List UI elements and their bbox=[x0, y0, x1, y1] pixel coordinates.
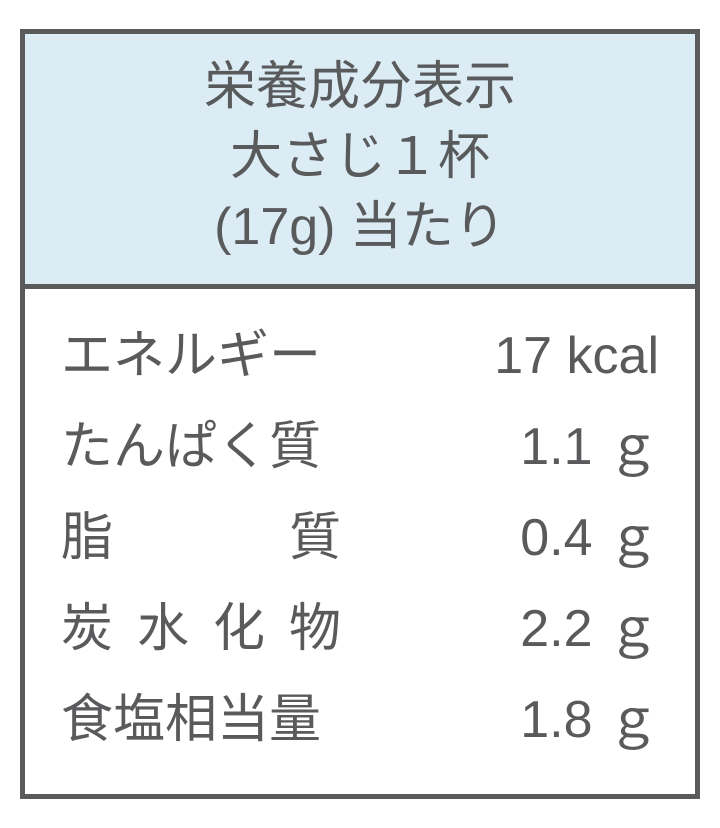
nutrition-row-label: 食塩相当量 bbox=[61, 675, 321, 766]
header-line-1: 栄養成分表示 bbox=[35, 52, 685, 122]
nutrition-row: エネルギー 17 kcal bbox=[61, 311, 659, 402]
nutrition-row: たんぱく質 1.1 ｇ bbox=[61, 402, 659, 493]
header-line-2: 大さじ１杯 bbox=[35, 122, 685, 192]
nutrition-row-label: たんぱく質 bbox=[61, 402, 321, 493]
nutrition-row-label: エネルギー bbox=[61, 311, 321, 402]
nutrition-facts-label: 栄養成分表示 大さじ１杯 (17g) 当たり エネルギー17 kcalたんぱく質… bbox=[20, 29, 700, 800]
nutrition-row-value: 1.8 ｇ bbox=[520, 675, 659, 766]
nutrition-row: 炭水化物 2.2 ｇ bbox=[61, 584, 659, 675]
nutrition-row-label: 炭水化物 bbox=[61, 584, 341, 675]
nutrition-header: 栄養成分表示 大さじ１杯 (17g) 当たり bbox=[25, 34, 695, 290]
nutrition-row-value: 2.2 ｇ bbox=[520, 584, 659, 675]
nutrition-row: 食塩相当量 1.8 ｇ bbox=[61, 675, 659, 766]
nutrition-row-value: 17 kcal bbox=[494, 311, 659, 402]
nutrition-body: エネルギー17 kcalたんぱく質1.1 ｇ脂質0.4 ｇ炭水化物2.2 ｇ食塩… bbox=[25, 289, 695, 794]
nutrition-row-value: 1.1 ｇ bbox=[520, 402, 659, 493]
nutrition-row: 脂質 0.4 ｇ bbox=[61, 493, 659, 584]
header-line-3: (17g) 当たり bbox=[35, 192, 685, 262]
nutrition-row-value: 0.4 ｇ bbox=[520, 493, 659, 584]
nutrition-row-label: 脂質 bbox=[61, 493, 341, 584]
